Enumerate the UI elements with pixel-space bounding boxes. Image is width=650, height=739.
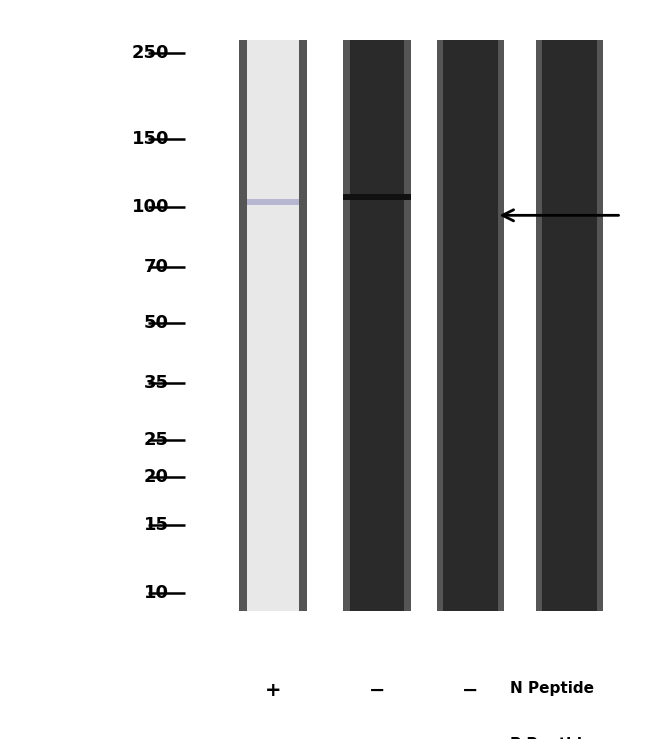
Bar — [247, 40, 299, 611]
Text: N Peptide: N Peptide — [510, 681, 593, 695]
Text: 150: 150 — [131, 129, 169, 148]
Bar — [350, 40, 404, 611]
Text: 10: 10 — [144, 585, 169, 602]
Text: 35: 35 — [144, 374, 169, 392]
Text: −: − — [369, 738, 385, 739]
Text: 70: 70 — [144, 258, 169, 276]
Text: 100: 100 — [131, 198, 169, 216]
Bar — [542, 40, 597, 611]
Bar — [343, 40, 411, 611]
Text: +: + — [265, 681, 281, 700]
Text: −: − — [265, 738, 281, 739]
Text: −: − — [462, 681, 479, 700]
Bar — [443, 40, 498, 611]
Text: 50: 50 — [144, 314, 169, 332]
Bar — [437, 40, 504, 611]
Text: +: + — [462, 738, 479, 739]
Text: 20: 20 — [144, 468, 169, 486]
Text: 15: 15 — [144, 517, 169, 534]
Bar — [343, 194, 411, 200]
Text: 250: 250 — [131, 44, 169, 62]
Bar — [239, 40, 247, 611]
Text: −: − — [369, 681, 385, 700]
Bar — [247, 199, 299, 205]
Bar — [536, 40, 603, 611]
Bar — [299, 40, 307, 611]
Text: P Peptide: P Peptide — [510, 738, 592, 739]
Text: 25: 25 — [144, 431, 169, 449]
